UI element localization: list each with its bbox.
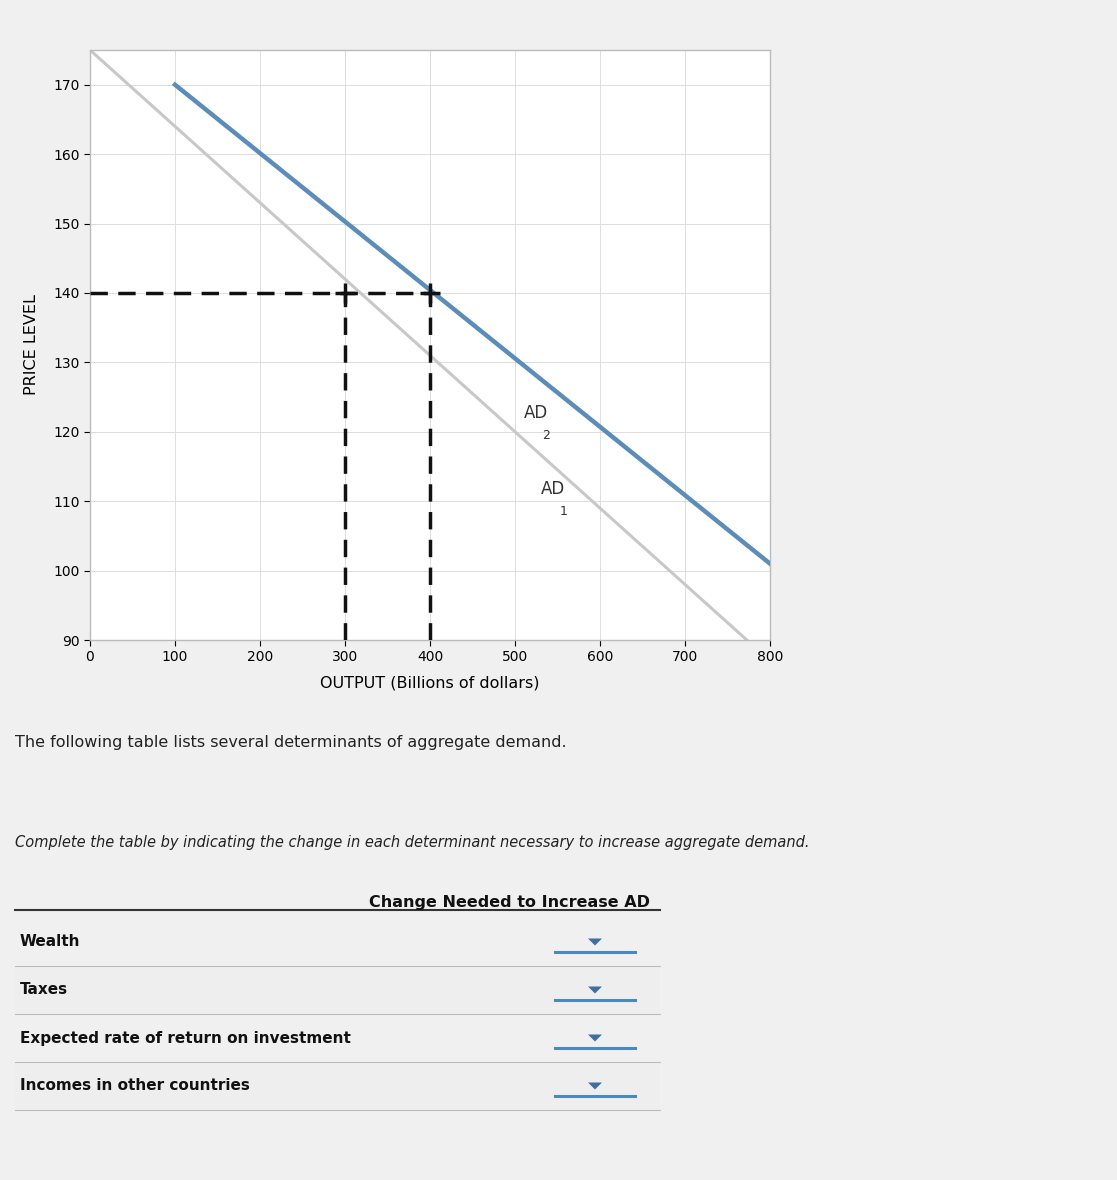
Text: Complete the table by indicating the change in each determinant necessary to inc: Complete the table by indicating the cha…: [15, 835, 810, 850]
Polygon shape: [588, 938, 602, 945]
Text: Expected rate of return on investment: Expected rate of return on investment: [20, 1030, 351, 1045]
Y-axis label: PRICE LEVEL: PRICE LEVEL: [25, 295, 39, 395]
Bar: [15, 966, 660, 1014]
Polygon shape: [588, 1082, 602, 1089]
Text: AD: AD: [524, 404, 547, 422]
Bar: [15, 1062, 660, 1110]
Text: The following table lists several determinants of aggregate demand.: The following table lists several determ…: [15, 735, 566, 750]
Text: Incomes in other countries: Incomes in other countries: [20, 1079, 250, 1094]
Polygon shape: [588, 986, 602, 994]
Text: AD: AD: [541, 480, 565, 498]
Text: 1: 1: [560, 505, 567, 518]
Text: Taxes: Taxes: [20, 983, 68, 997]
Polygon shape: [588, 1035, 602, 1042]
Text: 2: 2: [542, 428, 550, 441]
Text: Change Needed to Increase AD: Change Needed to Increase AD: [369, 894, 650, 910]
X-axis label: OUTPUT (Billions of dollars): OUTPUT (Billions of dollars): [321, 675, 540, 690]
Text: Wealth: Wealth: [20, 935, 80, 950]
